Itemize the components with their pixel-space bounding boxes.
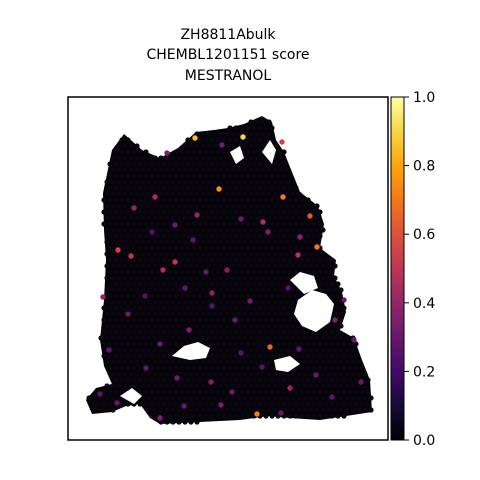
- scatter-point: [209, 290, 215, 296]
- scatter-point: [181, 403, 187, 409]
- scatter-point: [267, 344, 273, 350]
- scatter-point: [218, 402, 224, 408]
- tissue-gaps: [120, 140, 334, 404]
- chart-title-line-1: ZH8811Abulk: [180, 27, 276, 43]
- scatter-point: [224, 267, 230, 273]
- plot-area: [67, 96, 389, 441]
- scatter-point: [209, 303, 215, 309]
- scatter-point: [128, 253, 134, 259]
- scatter-point: [247, 298, 253, 304]
- chart-title-line-2: CHEMBL1201151 score: [146, 47, 309, 63]
- highlight-points: [97, 134, 364, 421]
- plot-frame: [67, 96, 389, 441]
- scatter-point: [332, 317, 338, 323]
- scatter-point: [240, 134, 246, 140]
- scatter-point: [314, 244, 320, 250]
- scatter-point: [229, 389, 235, 395]
- scatter-point: [114, 400, 120, 406]
- colorbar-tick-label: 0.6: [413, 227, 435, 243]
- scatter-point: [297, 234, 303, 240]
- chart-title-line-3: MESTRANOL: [185, 68, 272, 84]
- scatter-point: [280, 194, 286, 200]
- scatter-point: [295, 252, 301, 258]
- scatter-point: [265, 229, 271, 235]
- scatter-point: [194, 212, 200, 218]
- scatter-point: [219, 142, 225, 148]
- scatter-point: [203, 269, 209, 275]
- scatter-point: [341, 297, 347, 303]
- scatter-point: [260, 219, 266, 225]
- scatter-point: [238, 350, 244, 356]
- colorbar: 0.0 0.2 0.4 0.6 0.8 1.0: [390, 90, 435, 449]
- scatter-point: [164, 150, 170, 156]
- scatter-point: [182, 285, 188, 291]
- scatter-point: [106, 347, 112, 353]
- colorbar-tick-label: 0.8: [413, 159, 435, 175]
- scatter-point: [157, 415, 163, 421]
- scatter-point: [287, 385, 293, 391]
- scatter-point: [254, 411, 260, 417]
- tissue-gap: [294, 290, 334, 332]
- scatter-point: [97, 391, 103, 397]
- scatter-point: [186, 327, 192, 333]
- scatter-point: [142, 293, 148, 299]
- scatter-point: [192, 135, 198, 141]
- colorbar-tick-label: 1.0: [413, 90, 435, 106]
- scatter-point: [172, 259, 178, 265]
- scatter-point: [238, 216, 244, 222]
- colorbar-gradient: [390, 96, 405, 441]
- scatter-point: [160, 267, 166, 273]
- tissue-gap: [262, 140, 276, 164]
- scatter-point: [296, 346, 302, 352]
- scatter-point: [115, 247, 121, 253]
- tissue-gap: [120, 388, 142, 404]
- scatter-point: [279, 139, 285, 145]
- scatter-point: [285, 285, 291, 291]
- scatter-point: [278, 410, 284, 416]
- tissue-gap: [290, 272, 318, 294]
- scatter-point: [172, 222, 178, 228]
- scatter-point: [143, 365, 149, 371]
- scatter-point: [358, 379, 364, 385]
- colorbar-tick-label: 0.4: [413, 296, 435, 312]
- scatter-point: [174, 375, 180, 381]
- scatter-point: [157, 341, 163, 347]
- tissue-gap: [172, 342, 210, 360]
- tissue-gap: [230, 146, 244, 164]
- colorbar-tick-label: 0.2: [413, 364, 435, 380]
- scatter-point: [307, 213, 313, 219]
- tissue-gap: [274, 356, 300, 372]
- colorbar-tick-label: 0.0: [413, 433, 435, 449]
- scatter-point: [351, 337, 357, 343]
- scatter-point: [313, 372, 319, 378]
- scatter-point: [208, 379, 214, 385]
- scatter-point: [100, 294, 106, 300]
- scatter-point: [125, 311, 131, 317]
- scatter-point: [232, 317, 238, 323]
- scatter-point: [216, 186, 222, 192]
- scatter-point: [329, 394, 335, 400]
- scatter-point: [190, 237, 196, 243]
- scatter-point: [259, 364, 265, 370]
- scatter-point: [152, 194, 158, 200]
- scatter-point: [149, 229, 155, 235]
- scatter-point: [131, 205, 137, 211]
